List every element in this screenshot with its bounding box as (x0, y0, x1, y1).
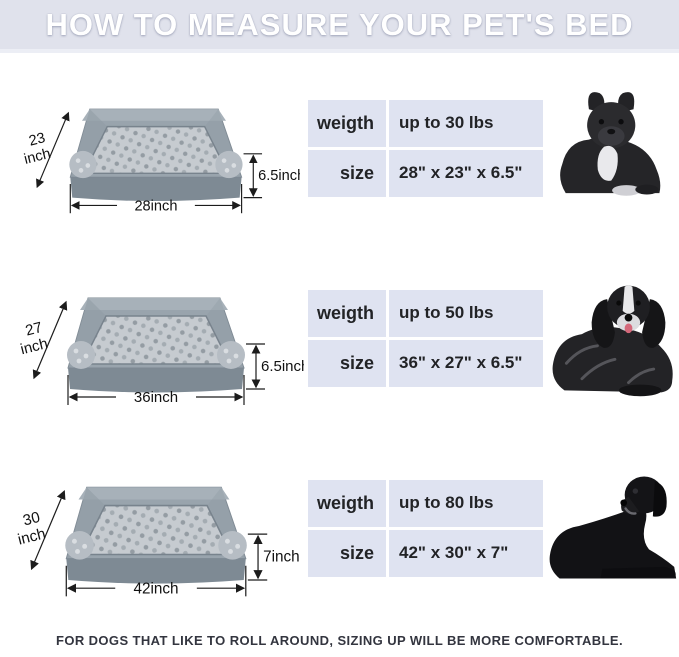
height-label: 7inch (263, 549, 300, 566)
width-label: 42inch (134, 580, 179, 597)
spec-table-small: weigth up to 30 lbs size 28" x 23" x 6.5… (308, 99, 546, 197)
size-header: size (308, 149, 386, 197)
depth-label: 30inch (12, 509, 48, 549)
weight-value: up to 50 lbs (389, 289, 543, 337)
footer-note: FOR DOGS THAT LIKE TO ROLL AROUND, SIZIN… (0, 623, 679, 657)
bed-drawing (67, 297, 245, 393)
dimension-annotations: 27inch 36inch 6.5inch (15, 300, 304, 406)
depth-label: 23inch (18, 130, 52, 168)
pet-bed-diagram: 23inch 28inch 6.5inch (18, 108, 300, 214)
pet-bed-diagram: 27inch 36inch 6.5inch (15, 297, 304, 406)
black-labrador-image (549, 476, 677, 579)
size-row-large: 30inch 42inch 7inch weigth up to 80 lbs (0, 433, 679, 623)
bed-illustration-large: 30inch 42inch 7inch (0, 436, 308, 620)
weight-header: weigth (308, 289, 386, 337)
dimension-annotations: 23inch 28inch 6.5inch (18, 111, 300, 214)
weight-value: up to 80 lbs (389, 479, 543, 527)
weight-value: up to 30 lbs (389, 99, 543, 147)
size-row-small: 23inch 28inch 6.5inch weigth up to 30 lb… (0, 53, 679, 243)
title-banner: HOW TO MEASURE YOUR PET'S BED (0, 0, 679, 53)
bed-illustration-medium: 27inch 36inch 6.5inch (0, 248, 308, 428)
spec-table-large: weigth up to 80 lbs size 42" x 30" x 7" (308, 479, 546, 577)
height-label: 6.5inch (261, 358, 304, 375)
width-label: 36inch (134, 389, 178, 406)
bed-drawing (69, 108, 243, 202)
french-bulldog-image (559, 91, 660, 196)
dog-photo-french-bulldog (546, 86, 679, 211)
size-value: 36" x 27" x 6.5" (389, 339, 543, 387)
size-value: 28" x 23" x 6.5" (389, 149, 543, 197)
dimension-annotations: 30inch 42inch 7inch (12, 490, 300, 597)
weight-header: weigth (308, 99, 386, 147)
size-header: size (308, 529, 386, 577)
footer-text: FOR DOGS THAT LIKE TO ROLL AROUND, SIZIN… (55, 632, 623, 648)
depth-label: 27inch (15, 319, 50, 359)
page-title: HOW TO MEASURE YOUR PET'S BED (45, 6, 634, 42)
size-header: size (308, 339, 386, 387)
spec-table-medium: weigth up to 50 lbs size 36" x 27" x 6.5… (308, 289, 546, 387)
size-row-medium: 27inch 36inch 6.5inch weigth up to 50 lb… (0, 243, 679, 433)
weight-header: weigth (308, 479, 386, 527)
pet-bed-diagram: 30inch 42inch 7inch (12, 486, 300, 597)
width-label: 28inch (134, 198, 177, 214)
bed-illustration-small: 23inch 28inch 6.5inch (0, 60, 308, 236)
bed-drawing (65, 486, 247, 584)
dog-photo-cocker-spaniel (546, 270, 679, 406)
size-value: 42" x 30" x 7" (389, 529, 543, 577)
cocker-spaniel-image (552, 285, 673, 397)
dog-photo-black-labrador (546, 460, 679, 596)
height-label: 6.5inch (258, 168, 300, 184)
size-rows: 23inch 28inch 6.5inch weigth up to 30 lb… (0, 53, 679, 623)
